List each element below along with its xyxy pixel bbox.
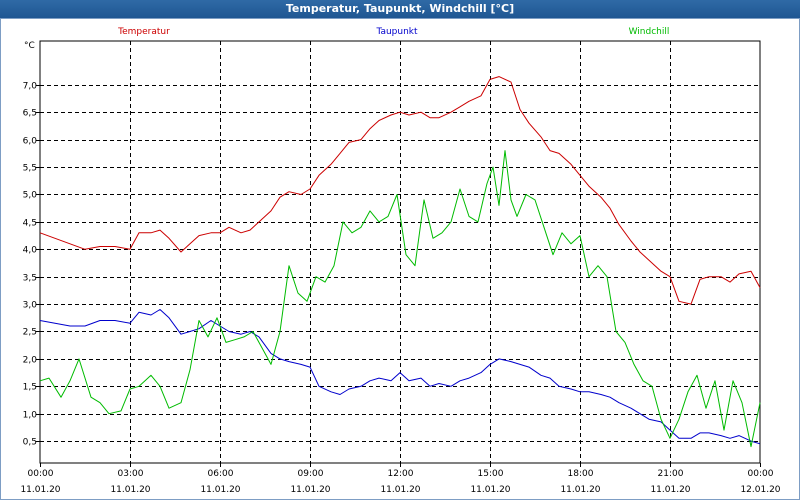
chart-title-bar: Temperatur, Taupunkt, Windchill [°C] bbox=[0, 0, 800, 18]
x-tick-time-label: 03:00 bbox=[118, 469, 144, 479]
x-tick-date-label: 11.01.20 bbox=[650, 485, 690, 495]
series-group bbox=[39, 76, 761, 448]
series-line-taupunkt bbox=[39, 309, 761, 445]
y-tick-label: 4,5 bbox=[23, 219, 37, 229]
x-tick-date-label: 11.01.20 bbox=[470, 485, 510, 495]
legend-label-temperatur: Temperatur bbox=[117, 27, 170, 37]
chart-title: Temperatur, Taupunkt, Windchill [°C] bbox=[285, 2, 515, 15]
y-axis: 0,5 1,0 1,5 2,0 2,5 3,0 3,5 4,0 4,5 5,0 5,5 6,0 6,5 7… bbox=[23, 41, 40, 448]
y-axis-unit-label: °C bbox=[24, 41, 35, 51]
x-tick-time-label: 09:00 bbox=[298, 469, 324, 479]
x-tick-date-label: 11.01.20 bbox=[380, 485, 420, 495]
legend-label-windchill: Windchill bbox=[629, 27, 670, 37]
y-tick-label: 3,0 bbox=[23, 301, 38, 311]
x-tick-time-label: 15:00 bbox=[478, 469, 504, 479]
x-tick-time-label: 18:00 bbox=[568, 469, 594, 479]
x-tick-time-label: 00:00 bbox=[28, 469, 54, 479]
x-tick-date-label: 11.01.20 bbox=[20, 485, 60, 495]
x-tick-time-label: 12:00 bbox=[388, 469, 414, 479]
y-tick-label: 3,5 bbox=[23, 274, 37, 284]
series-line-temperatur bbox=[39, 76, 761, 305]
x-tick-date-label: 11.01.20 bbox=[110, 485, 150, 495]
x-tick-date-label: 12.01.20 bbox=[740, 485, 780, 495]
x-tick-time-label: 00:00 bbox=[748, 469, 774, 479]
series-line-windchill bbox=[39, 150, 761, 448]
x-tick-date-label: 11.01.20 bbox=[560, 485, 600, 495]
y-tick-label: 6,0 bbox=[23, 137, 38, 147]
legend: Temperatur Taupunkt Windchill bbox=[117, 27, 669, 37]
y-tick-label: 0,5 bbox=[23, 438, 37, 448]
x-tick-date-label: 11.01.20 bbox=[200, 485, 240, 495]
y-tick-label: 5,5 bbox=[23, 164, 37, 174]
y-tick-label: 1,5 bbox=[23, 383, 37, 393]
grid bbox=[40, 41, 760, 463]
y-tick-label: 7,0 bbox=[23, 82, 38, 92]
x-tick-time-label: 06:00 bbox=[208, 469, 234, 479]
y-tick-label: 6,5 bbox=[23, 109, 37, 119]
x-tick-time-label: 21:00 bbox=[658, 469, 684, 479]
legend-label-taupunkt: Taupunkt bbox=[375, 27, 418, 37]
y-tick-label: 2,0 bbox=[23, 356, 38, 366]
x-tick-date-label: 11.01.20 bbox=[290, 485, 330, 495]
x-axis: 00:00 11.01.20 03:00 11.01.20 06:00 11.01.20 0… bbox=[20, 463, 781, 495]
y-tick-label: 4,0 bbox=[23, 246, 38, 256]
y-tick-label: 2,5 bbox=[23, 328, 37, 338]
y-tick-label: 1,0 bbox=[23, 411, 38, 421]
y-tick-label: 5,0 bbox=[23, 191, 38, 201]
